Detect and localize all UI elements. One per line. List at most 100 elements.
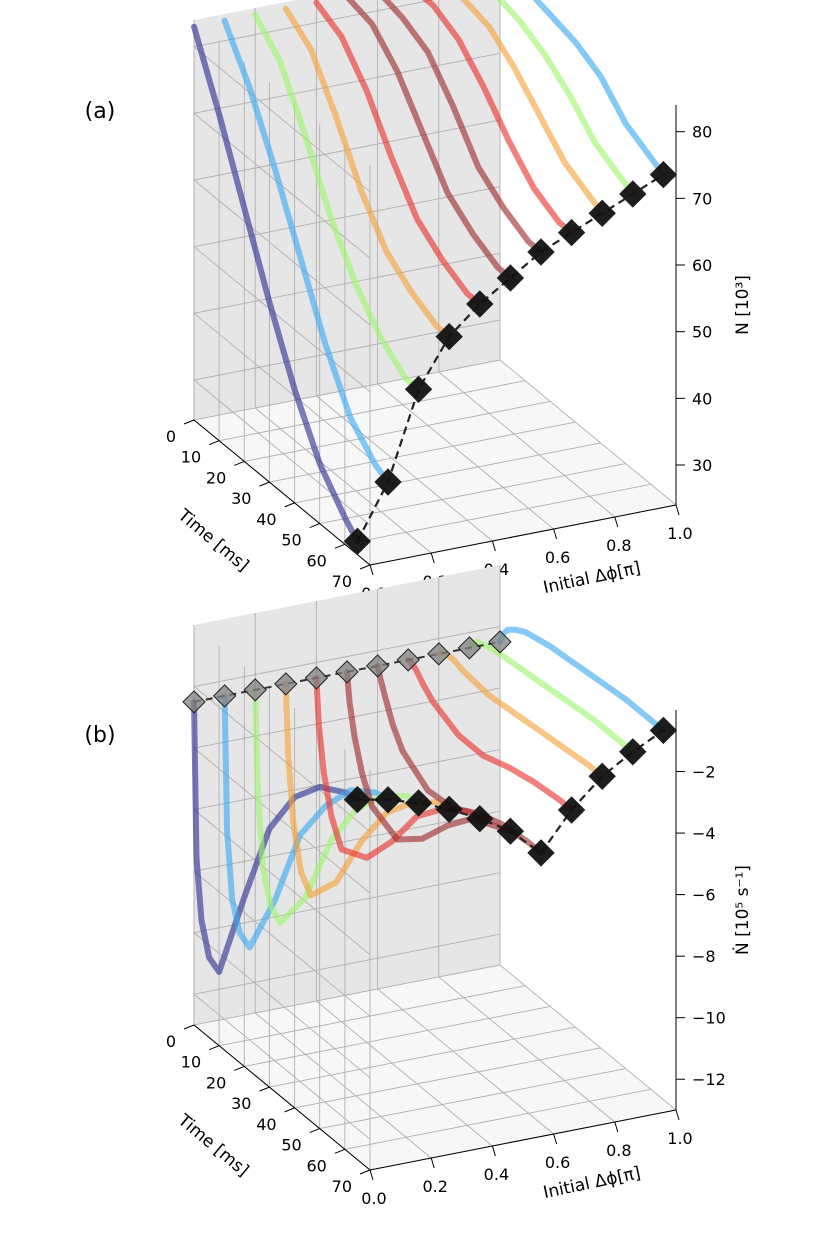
final-marker [557,796,586,824]
time-tick-label: 50 [281,1136,301,1155]
start-marker [427,642,451,666]
grid-line-value [192,319,501,526]
start-marker [457,636,482,660]
final-marker [527,238,555,266]
phase-tick-label: 0.0 [361,1189,386,1208]
start-dashed-line [193,640,501,703]
grid-line-phase [499,565,677,1111]
time-tick-mark [259,481,270,487]
phase-tick-mark [614,1121,619,1133]
time-tick-label: 20 [206,468,226,487]
final-marker [619,738,647,766]
start-marker [488,630,512,654]
series-line [532,0,667,178]
value-tick-label: 30 [692,456,712,475]
panel-b: 0 10 20 30 40 50 60 70 0.0 0.2 0.4 0.6 0.8 1.0 −2 −4 −6 −… [84,565,753,1208]
final-marker [649,160,678,189]
phase-tick-label: 0.6 [545,1153,570,1172]
time-tick-mark [208,1045,220,1051]
final-marker [496,264,525,292]
series-line [313,0,483,307]
final-marker [404,375,433,404]
time-tick-mark [234,460,245,466]
time-tick-label: 0 [166,427,176,446]
time-tick-mark [309,1128,320,1134]
time-tick-label: 10 [181,448,201,467]
phase-tick-mark [491,540,496,552]
phase-tick-label: 1.0 [667,1129,692,1148]
final-marker [343,527,372,556]
time-tick-mark [359,564,371,570]
pane-floor [194,965,676,1170]
phase-tick-label: 0.2 [422,1177,447,1196]
value-axis-title: Ṅ [10⁵ s⁻¹] [732,865,753,955]
panel-label: (a) [85,99,116,124]
grid-line-value [192,186,501,393]
phase-tick-label: 0.4 [484,1165,509,1184]
series-line [191,23,361,545]
series-line [282,5,453,340]
grid-line-value [192,933,501,1140]
pane-floor [194,360,676,565]
final-marker [619,180,647,208]
final-marker [588,199,616,228]
grid-line-phase [438,0,616,518]
final-marker [649,716,678,745]
time-tick-label: 10 [181,1053,201,1072]
series-line [496,0,636,197]
start-marker [212,684,237,708]
phase-tick-mark [369,564,374,576]
final-marker [374,468,402,496]
time-tick-mark [309,523,320,529]
value-axis-title: N [10³] [733,275,753,335]
series-line [497,626,667,734]
phase-tick-label: 0.8 [606,536,631,555]
time-tick-label: 20 [206,1073,226,1092]
final-marker [466,804,494,833]
final-marker [466,290,494,318]
value-tick-label: 50 [692,323,712,342]
panel-a: 0102030405060700.00.20.40.60.81.03040506… [85,0,753,603]
phase-tick-mark [553,528,558,540]
start-marker [365,654,390,678]
time-tick-mark [334,1148,346,1154]
value-tick-label: −8 [692,947,716,966]
phase-axis-line [369,1109,677,1171]
series-line [459,0,606,217]
time-axis-line [193,419,371,566]
phase-tick-label: 1.0 [667,524,692,543]
grid-line-phase [499,0,677,506]
grid-line-value [192,872,501,1079]
time-tick-mark [359,1169,371,1175]
phase-tick-mark [491,1145,496,1157]
time-tick-label: 60 [306,1156,326,1175]
phase-tick-mark [553,1133,558,1145]
time-tick-mark [259,1086,270,1092]
grid-line-value [192,0,435,193]
series-line [221,17,391,485]
value-tick-label: −10 [692,1009,726,1028]
final-marker [527,839,555,867]
time-tick-mark [284,1107,295,1113]
value-tick-label: 40 [692,389,712,408]
grid-line-phase [377,589,554,1135]
start-marker [182,690,206,714]
value-tick-label: −12 [692,1070,726,1089]
grid-line-phase [315,0,493,542]
final-dashed-line [356,173,664,542]
phase-tick-mark [430,552,435,564]
grid-line-phase [254,8,432,554]
phase-tick-mark [675,1109,680,1121]
series-line [422,0,575,236]
series-line [382,0,544,255]
time-tick-mark [334,543,346,549]
final-marker [435,322,463,351]
grid-line-value [192,119,501,326]
value-tick-label: −4 [692,824,716,843]
time-tick-mark [284,502,295,508]
final-marker [343,785,372,814]
phase-tick-label: 0.8 [606,1141,631,1160]
time-tick-label: 50 [281,531,301,550]
start-marker [304,666,329,690]
